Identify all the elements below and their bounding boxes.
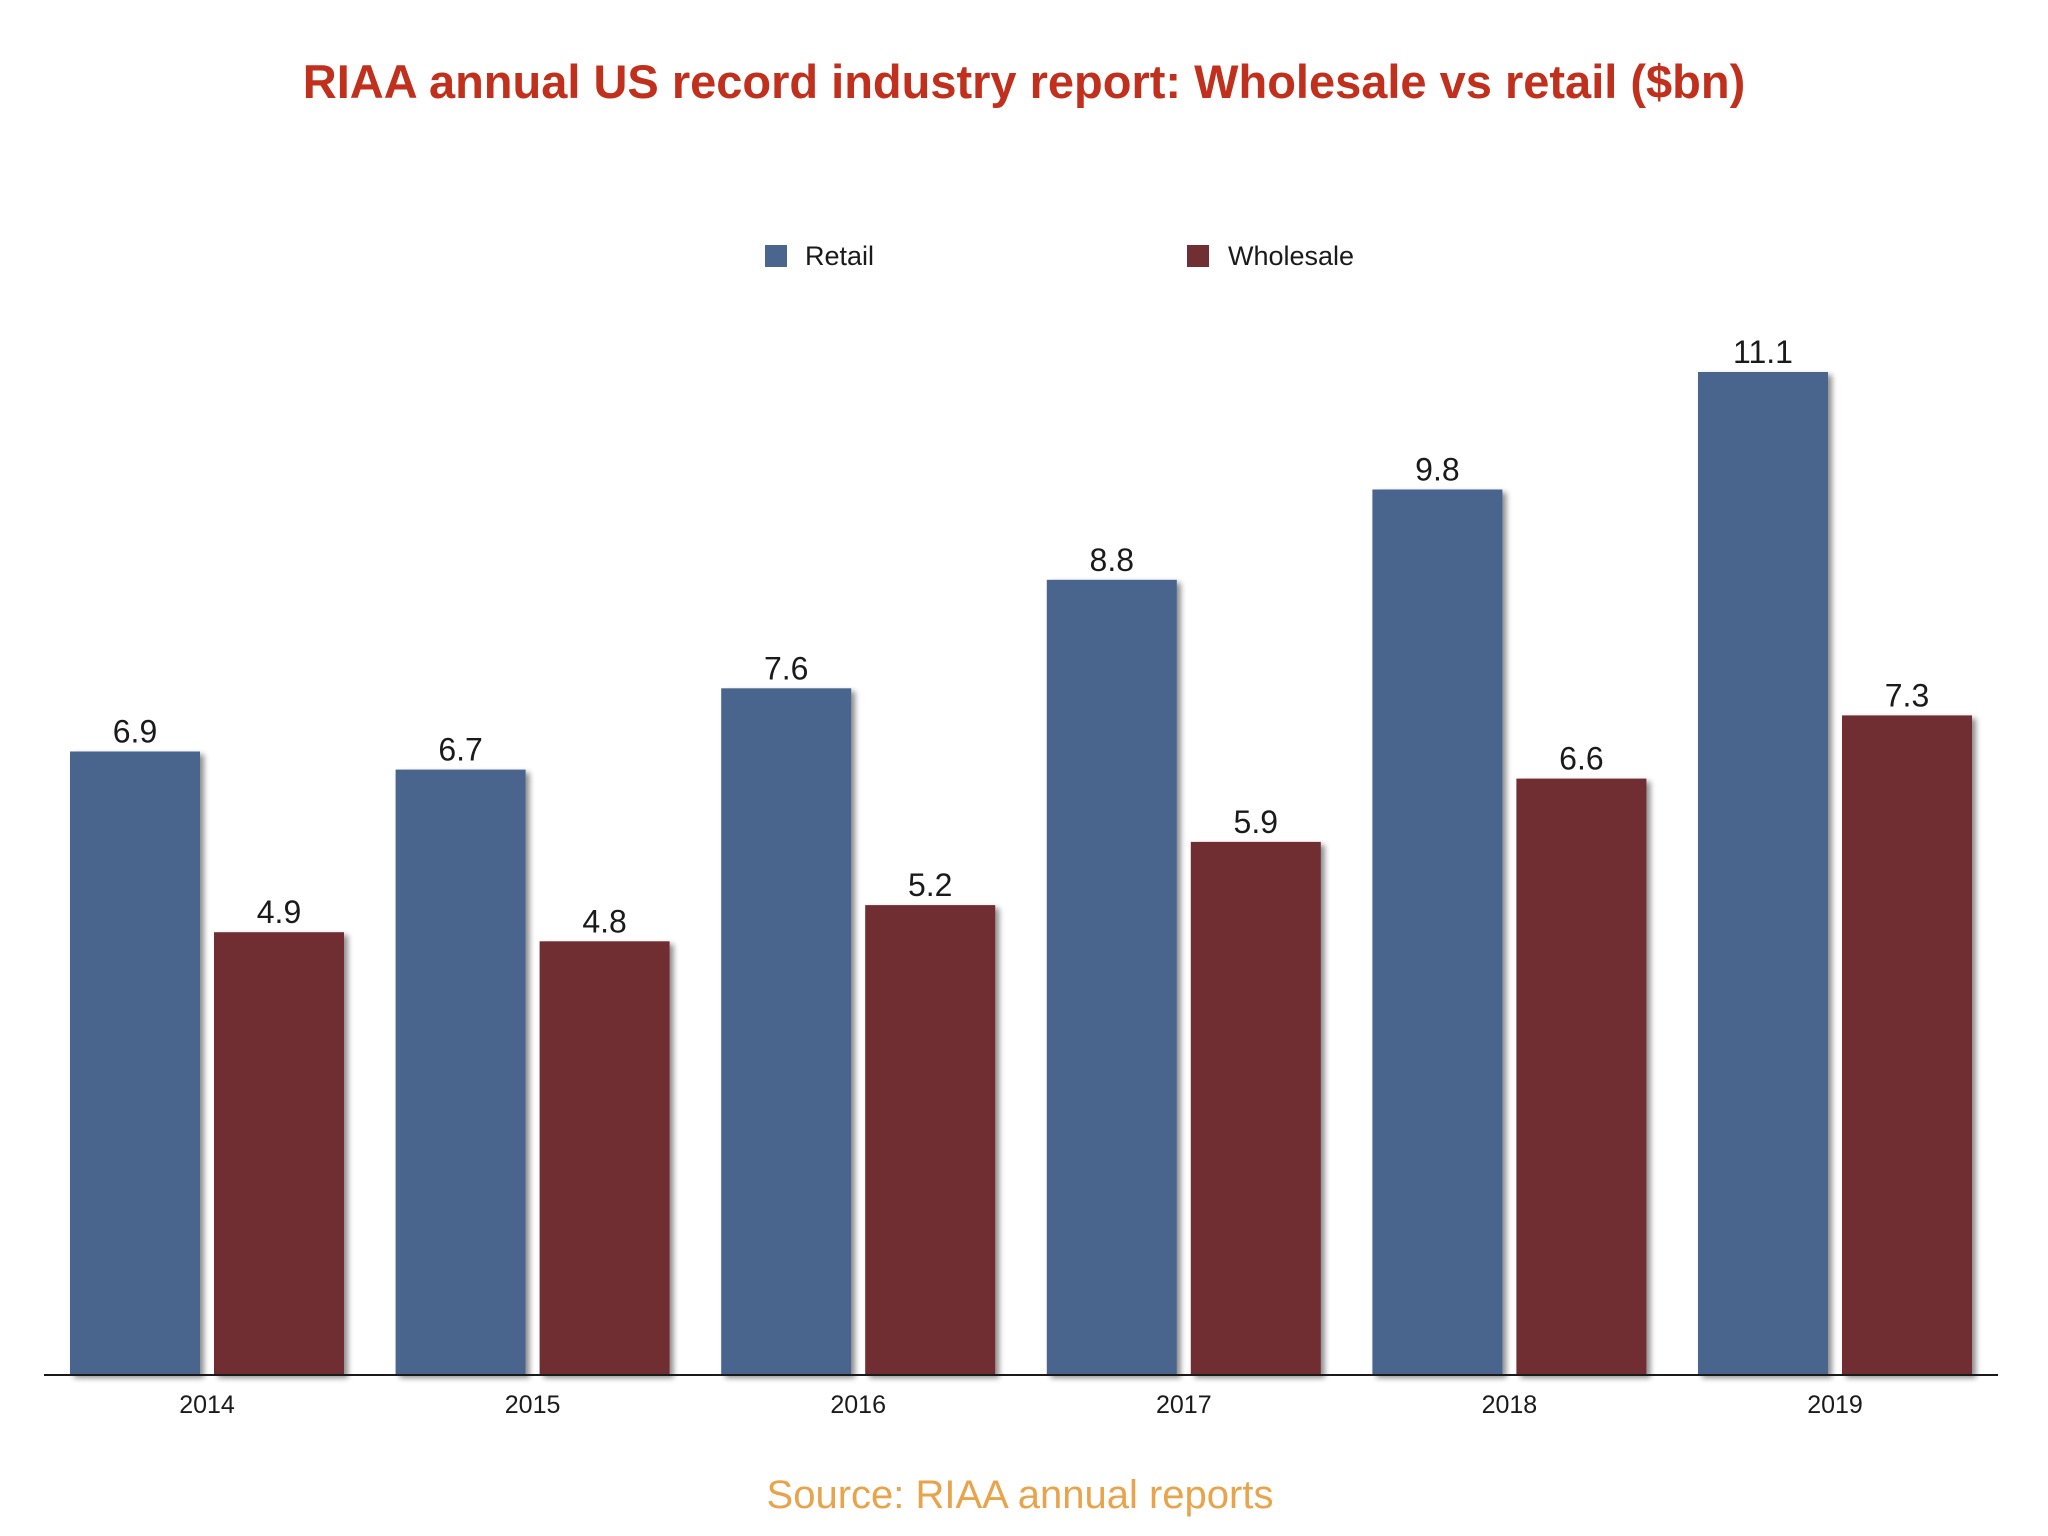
legend-label-wholesale: Wholesale: [1228, 241, 1354, 271]
bar-retail-2018: [1372, 489, 1503, 1375]
value-label-retail-2016: 7.6: [764, 650, 808, 686]
value-label-retail-2014: 6.9: [113, 714, 157, 750]
bar-wholesale-2015: [539, 941, 670, 1375]
x-tick-label-2017: 2017: [1156, 1391, 1212, 1419]
value-label-wholesale-2019: 7.3: [1885, 677, 1929, 713]
legend-swatch-wholesale: [1187, 245, 1209, 267]
value-label-wholesale-2017: 5.9: [1234, 804, 1278, 840]
bars: [70, 372, 1972, 1375]
x-tick-label-2018: 2018: [1482, 1391, 1538, 1419]
bar-retail-2019: [1698, 372, 1828, 1375]
value-label-wholesale-2014: 4.9: [257, 894, 301, 930]
x-tick-label-2015: 2015: [505, 1391, 561, 1419]
bar-wholesale-2017: [1190, 841, 1321, 1375]
source-note: Source: RIAA annual reports: [767, 1473, 1274, 1517]
bar-wholesale-2019: [1842, 715, 1972, 1375]
bar-retail-2016: [721, 688, 852, 1375]
x-tick-label-2019: 2019: [1807, 1391, 1863, 1419]
bar-retail-2014: [70, 751, 200, 1375]
bar-retail-2015: [395, 769, 526, 1375]
value-labels: 6.9 4.9 6.7 4.8 7.6 5.2 8.8 5.9 9.8 6.6 11.1 7.3: [110, 332, 1931, 942]
legend-label-retail: Retail: [805, 241, 874, 271]
value-label-retail-2015: 6.7: [438, 732, 482, 768]
value-label-wholesale-2016: 5.2: [908, 867, 952, 903]
value-label-wholesale-2015: 4.8: [582, 903, 626, 939]
value-label-retail-2018: 9.8: [1415, 452, 1459, 488]
x-tick-label-2016: 2016: [830, 1391, 886, 1419]
x-tick-label-2014: 2014: [179, 1391, 235, 1419]
legend-swatch-retail: [765, 245, 787, 267]
bar-wholesale-2014: [214, 932, 344, 1375]
bar-wholesale-2018: [1516, 778, 1647, 1375]
bar-wholesale-2016: [865, 905, 996, 1375]
value-label-retail-2019: 11.1: [1733, 334, 1793, 370]
chart-title: RIAA annual US record industry report: W…: [303, 55, 1745, 108]
value-label-retail-2017: 8.8: [1090, 542, 1134, 578]
bar-retail-2017: [1046, 579, 1177, 1375]
legend: Retail Wholesale: [765, 241, 1354, 271]
value-label-wholesale-2018: 6.6: [1559, 741, 1603, 777]
x-axis-tick-labels: 2014 2015 2016 2017 2018 2019: [179, 1391, 1863, 1419]
